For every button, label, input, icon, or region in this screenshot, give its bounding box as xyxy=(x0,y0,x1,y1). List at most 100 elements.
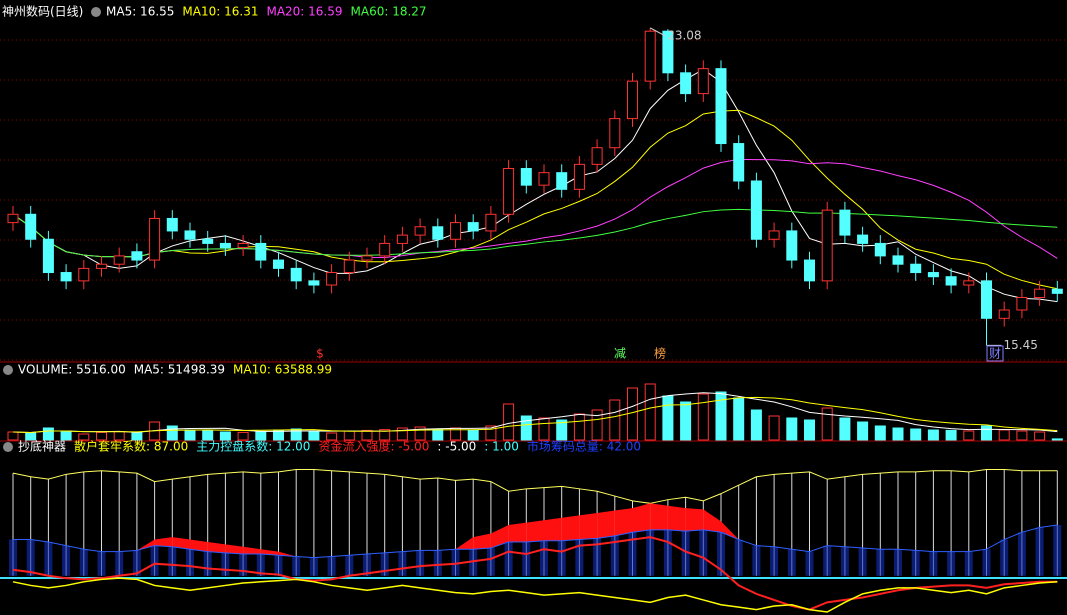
volume-bar xyxy=(697,393,709,441)
main-area xyxy=(260,549,279,556)
main-area xyxy=(721,521,739,540)
volume-bar xyxy=(981,425,992,441)
candle-body xyxy=(184,230,196,240)
volume-bar xyxy=(998,429,1010,441)
main-area xyxy=(136,539,155,551)
header-text: 神州数码(日线) xyxy=(2,4,83,19)
volume-bar xyxy=(768,415,780,441)
candle-body xyxy=(927,272,939,278)
volume-bar xyxy=(96,431,107,441)
candle-body xyxy=(520,168,532,186)
main-area xyxy=(490,525,509,548)
event-marker: 榜 xyxy=(654,346,666,361)
candle-body xyxy=(42,238,54,274)
volume-bar xyxy=(715,391,727,441)
volume-bar xyxy=(1051,438,1063,441)
main-area xyxy=(172,537,190,550)
ma-line xyxy=(12,109,1058,290)
volume-bar xyxy=(131,432,143,441)
volume-bar xyxy=(839,417,851,441)
volume-bar xyxy=(503,403,515,441)
candle-body xyxy=(644,30,656,82)
header-text: 散户套牢系数: 87.00 xyxy=(74,439,188,454)
volume-bar xyxy=(804,419,815,441)
candle-body xyxy=(910,263,922,274)
candle-body xyxy=(981,280,992,319)
candle-body xyxy=(697,68,709,95)
main-area xyxy=(632,503,651,533)
candle-body xyxy=(396,234,408,244)
ma-line xyxy=(12,208,1058,258)
candle-body xyxy=(343,259,355,274)
header-text: 市场筹码总量: 42.00 xyxy=(527,439,641,454)
volume-bar xyxy=(432,428,444,441)
candle-body xyxy=(538,172,550,186)
event-marker: 财 xyxy=(989,347,1001,361)
candle-body xyxy=(680,72,692,95)
volume-bar xyxy=(485,425,497,441)
main-area xyxy=(597,510,615,539)
volume-bar xyxy=(467,429,479,441)
candle-body xyxy=(839,209,851,236)
candle-body xyxy=(750,180,762,240)
volume-bar xyxy=(379,429,391,441)
volume-bar xyxy=(644,383,656,441)
header-text: 主力控盘系数: 12.00 xyxy=(196,439,310,454)
candle-body xyxy=(467,222,479,232)
candle-body xyxy=(768,230,780,240)
candle-body xyxy=(113,255,125,265)
volume-bar xyxy=(750,409,762,441)
volume-bar xyxy=(1034,431,1046,441)
candle-body xyxy=(874,242,886,257)
flow-line xyxy=(12,536,1058,611)
candle-body xyxy=(308,280,320,286)
event-marker: $ xyxy=(316,347,324,361)
volume-bar xyxy=(573,413,585,441)
candle-body xyxy=(945,276,957,286)
volume-bar xyxy=(396,427,408,441)
volume-ma xyxy=(12,392,1058,434)
candle-body xyxy=(202,238,214,244)
volume-bar xyxy=(609,399,621,441)
volume-bar xyxy=(680,401,692,441)
main-area xyxy=(243,546,261,555)
candle-body xyxy=(662,30,674,74)
volume-bar xyxy=(927,429,939,441)
main-area xyxy=(703,509,721,533)
candle-body xyxy=(255,242,267,261)
candle-body xyxy=(591,147,603,165)
volume-bar xyxy=(538,417,550,441)
candle-body xyxy=(166,217,178,232)
volume-bar xyxy=(60,430,72,441)
volume-bar xyxy=(786,417,798,441)
retail-line xyxy=(12,468,1058,504)
candle-body xyxy=(573,163,585,190)
main-area xyxy=(561,515,580,541)
main-area xyxy=(225,544,244,555)
candle-body xyxy=(7,213,19,224)
volume-bar xyxy=(892,427,904,441)
candle-body xyxy=(379,242,391,257)
main-area xyxy=(526,520,544,542)
collapse-icon xyxy=(3,442,13,452)
header-text: 资金流入强度: -5.00 xyxy=(318,439,429,454)
main-area xyxy=(650,503,668,530)
candle-body xyxy=(78,267,90,282)
volume-bar xyxy=(520,415,532,441)
candle-body xyxy=(556,172,568,190)
candle-body xyxy=(892,255,904,265)
header-text: MA10: 16.31 xyxy=(182,5,258,19)
volume-bar xyxy=(1016,430,1028,441)
main-area xyxy=(579,512,598,540)
candle-body xyxy=(131,251,143,261)
volume-bar xyxy=(733,397,745,441)
candle-body xyxy=(60,272,72,282)
candle-body xyxy=(733,143,745,182)
candle-body xyxy=(715,68,727,145)
candle-body xyxy=(485,213,497,232)
main-area xyxy=(508,522,527,542)
volume-bar xyxy=(874,425,886,441)
header-text: MA5: 51498.39 xyxy=(134,363,225,377)
